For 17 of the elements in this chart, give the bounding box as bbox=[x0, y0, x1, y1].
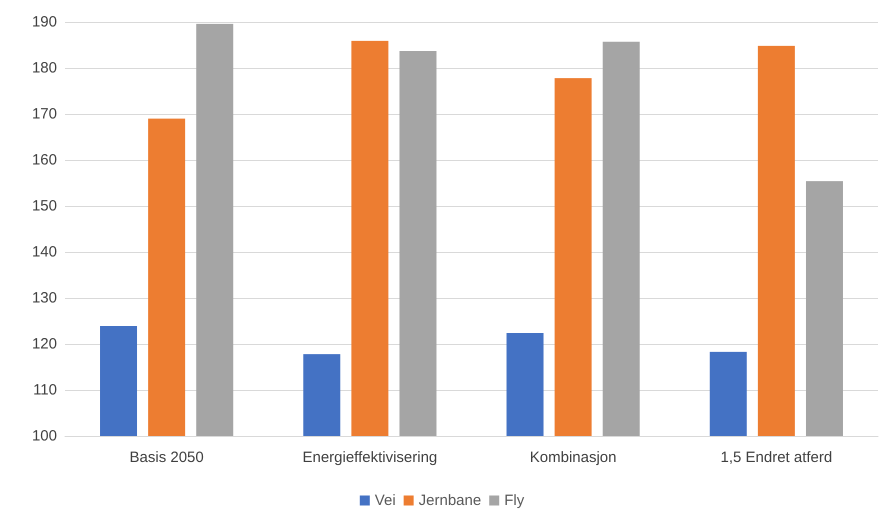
x-tick-label: 1,5 Endret atferd bbox=[720, 449, 832, 466]
x-tick-label: Energieffektivisering bbox=[302, 449, 438, 466]
y-tick-label: 160 bbox=[32, 152, 57, 168]
y-tick-label: 120 bbox=[32, 336, 57, 352]
x-tick-label: Kombinasjon bbox=[530, 449, 616, 466]
y-tick-label: 190 bbox=[32, 14, 57, 30]
y-tick-label: 170 bbox=[32, 106, 57, 122]
legend-label: Fly bbox=[504, 492, 525, 509]
x-tick-label: Basis 2050 bbox=[130, 449, 204, 466]
legend-label: Vei bbox=[374, 492, 396, 509]
legend-label: Jernbane bbox=[418, 492, 482, 509]
y-tick-label: 180 bbox=[32, 60, 57, 76]
y-tick-label: 150 bbox=[32, 198, 57, 214]
y-tick-label: 110 bbox=[33, 382, 57, 398]
y-tick-label: 140 bbox=[32, 244, 57, 260]
y-tick-label: 100 bbox=[32, 428, 57, 444]
y-tick-label: 130 bbox=[32, 290, 57, 306]
